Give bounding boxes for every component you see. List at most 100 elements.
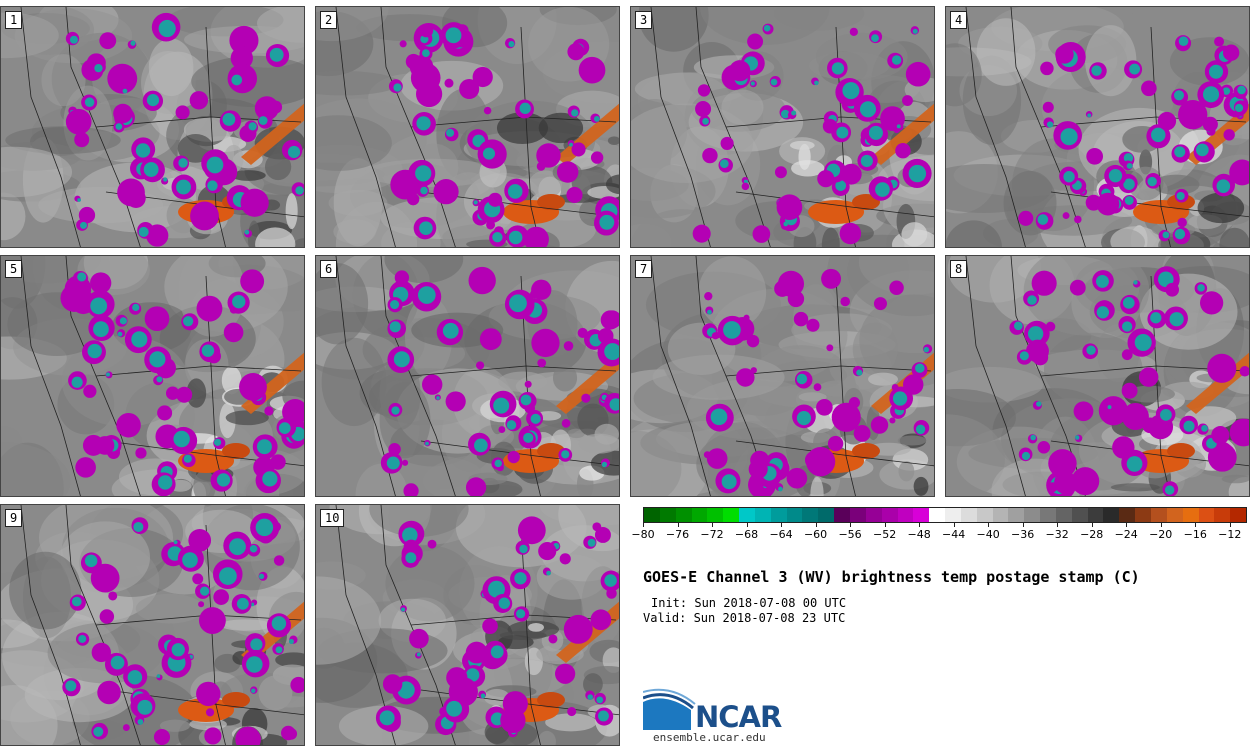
colorbar-segment	[1040, 508, 1056, 522]
colorbar-tick-label: −16	[1183, 528, 1207, 541]
colorbar-tick	[988, 523, 990, 527]
colorbar-segment	[1087, 508, 1104, 522]
map-panel-2: 2	[315, 6, 620, 248]
colorbar-tick	[712, 523, 714, 527]
colorbar-tick	[1091, 523, 1093, 527]
colorbar-segment	[881, 508, 898, 522]
panel-member-label: 2	[320, 11, 338, 29]
ncar-wordmark: NCAR	[695, 700, 782, 734]
colorbar-tick	[815, 523, 817, 527]
colorbar-tick	[1126, 523, 1128, 527]
colorbar-segment	[945, 508, 961, 522]
colorbar-tick-label: −24	[1114, 528, 1138, 541]
water-vapor-map	[1, 256, 304, 496]
colorbar-segment	[739, 508, 755, 522]
colorbar-segment	[1103, 508, 1120, 522]
colorbar-tick-label: −80	[631, 528, 655, 541]
colorbar-tick	[746, 523, 748, 527]
colorbar-segment	[865, 508, 882, 522]
panel-member-label: 8	[950, 260, 968, 278]
colorbar-tick	[1022, 523, 1024, 527]
colorbar-tick-label: −68	[734, 528, 759, 541]
map-panel-6: 6	[315, 255, 620, 497]
panel-member-label: 10	[320, 509, 345, 527]
colorbar-segment	[659, 508, 676, 522]
colorbar-ticks: −80 −76 −72 −68 −64 −60 −56 −52 −48 −44 −40 −36 −32−…	[631, 523, 1247, 543]
colorbar-segment	[976, 508, 993, 522]
colorbar-tick-label: −48	[907, 528, 931, 541]
water-vapor-map	[316, 7, 619, 247]
panel-member-label: 3	[635, 11, 653, 29]
colorbar-segment	[929, 508, 946, 522]
colorbar-segment	[691, 508, 708, 522]
colorbar-segment	[644, 508, 660, 522]
site-url: ensemble.ucar.edu	[653, 731, 766, 744]
water-vapor-map	[316, 505, 619, 745]
colorbar-segment	[960, 508, 977, 522]
map-panel-8: 8	[945, 255, 1250, 497]
map-panel-10: 10	[315, 504, 620, 746]
colorbar-segment	[1214, 508, 1231, 522]
colorbar-tick-label: −12	[1218, 528, 1242, 541]
water-vapor-map	[631, 256, 934, 496]
colorbar-segment	[818, 508, 835, 522]
colorbar-segment	[707, 508, 724, 522]
panel-member-label: 4	[950, 11, 968, 29]
colorbar-tick-label: −60	[803, 528, 828, 541]
colorbar-tick-label: −36	[1011, 528, 1035, 541]
colorbar-segment	[913, 508, 930, 522]
colorbar-tick	[1057, 523, 1059, 527]
colorbar-segment	[834, 508, 850, 522]
colorbar-tick	[884, 523, 886, 527]
colorbar-tick	[677, 523, 679, 527]
water-vapor-map	[946, 7, 1249, 247]
colorbar-segment	[1119, 508, 1136, 522]
colorbar-segment	[754, 508, 771, 522]
colorbar-segment	[1055, 508, 1072, 522]
ncar-logo-icon	[643, 688, 696, 730]
colorbar-segment	[1182, 508, 1199, 522]
colorbar-segment	[802, 508, 819, 522]
colorbar-tick	[953, 523, 955, 527]
panel-member-label: 9	[5, 509, 23, 527]
figure-title: GOES-E Channel 3 (WV) brightness temp po…	[643, 568, 1140, 586]
map-panel-3: 3	[630, 6, 935, 248]
colorbar-tick	[1195, 523, 1197, 527]
map-panel-4: 4	[945, 6, 1250, 248]
colorbar-segment	[1008, 508, 1025, 522]
colorbar-tick-label: −44	[942, 528, 966, 541]
colorbar-tick	[850, 523, 852, 527]
panel-member-label: 7	[635, 260, 653, 278]
valid-time: Valid: Sun 2018-07-08 23 UTC	[643, 611, 846, 625]
water-vapor-map	[1, 505, 304, 745]
colorbar-segment	[1135, 508, 1151, 522]
colorbar-segment	[723, 508, 740, 522]
colorbar-tick-label: −64	[769, 528, 793, 541]
water-vapor-map	[1, 7, 304, 247]
colorbar-tick	[781, 523, 783, 527]
colorbar-segment	[1071, 508, 1088, 522]
colorbar-tick-label: −32	[1045, 528, 1069, 541]
water-vapor-map	[946, 256, 1249, 496]
colorbar-segment	[992, 508, 1009, 522]
colorbar-tick	[643, 523, 644, 527]
panel-member-label: 6	[320, 260, 338, 278]
colorbar-segment	[1230, 508, 1247, 522]
map-panel-1: 1	[0, 6, 305, 248]
colorbar-tick-label: −52	[872, 528, 897, 541]
init-time: Init: Sun 2018-07-08 00 UTC	[651, 596, 847, 610]
panel-member-label: 5	[5, 260, 23, 278]
colorbar-segment	[770, 508, 787, 522]
colorbar-tick-label: −40	[976, 528, 1000, 541]
colorbar-segment	[786, 508, 803, 522]
colorbar-segment	[1024, 508, 1041, 522]
colorbar	[643, 507, 1247, 523]
colorbar-segment	[1151, 508, 1167, 522]
colorbar-tick	[1229, 523, 1231, 527]
colorbar-tick-label: −72	[700, 528, 724, 541]
colorbar-tick	[919, 523, 921, 527]
colorbar-tick-label: −76	[665, 528, 690, 541]
water-vapor-map	[631, 7, 934, 247]
colorbar-tick-label: −20	[1149, 528, 1173, 541]
colorbar-segment	[1166, 508, 1183, 522]
